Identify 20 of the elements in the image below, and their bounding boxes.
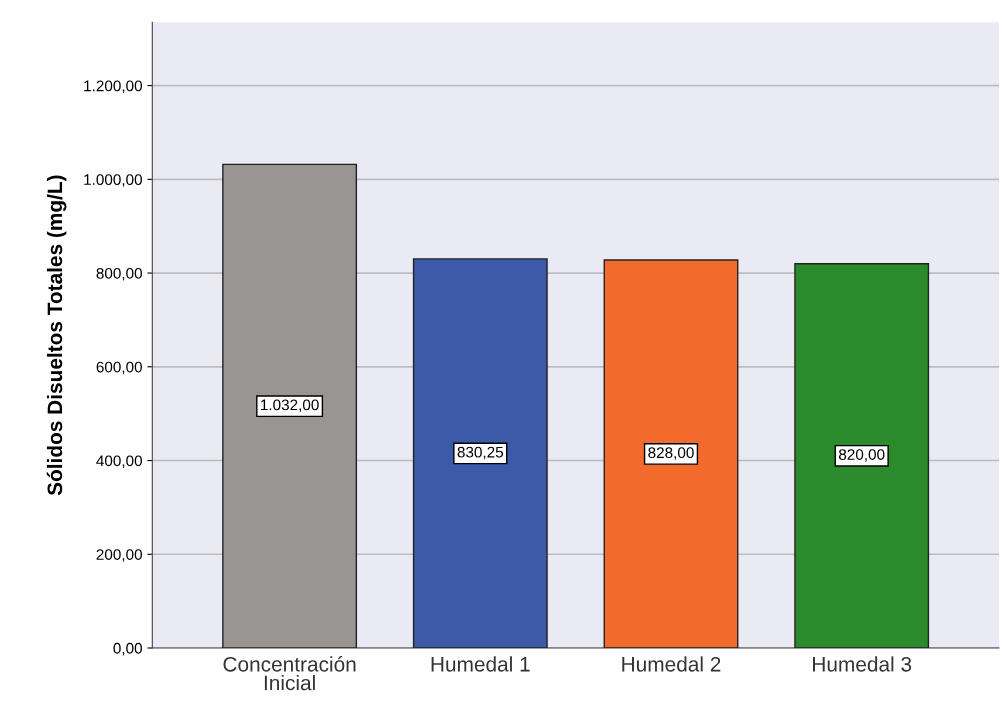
y-tick-label: 200,00 [96,549,142,562]
y-axis-title: Sólidos Disueltos Totales (mg/L) [46,175,67,496]
data-label: 828,00 [648,447,694,460]
bar [603,259,739,648]
y-tick-label: 0,00 [113,642,142,656]
data-label: 820,00 [838,449,885,462]
bar [222,163,358,648]
bar [412,258,548,648]
x-tick-label: Concentración Inicial [223,656,356,691]
x-tick-label: Humedal 1 [431,656,530,672]
data-label: 830,25 [457,446,504,460]
bar [794,262,930,648]
data-label: 1.032,00 [261,399,319,413]
y-tick-label: 800,00 [96,267,142,281]
x-tick-label: Humedal 3 [813,656,912,672]
y-tick-label: 400,00 [96,455,142,469]
y-tick-label: 600,00 [96,361,142,375]
x-tick-label: Humedal 2 [622,656,721,672]
y-tick-label: 1.200,00 [84,80,142,94]
y-tick-label: 1.000,00 [84,174,142,187]
